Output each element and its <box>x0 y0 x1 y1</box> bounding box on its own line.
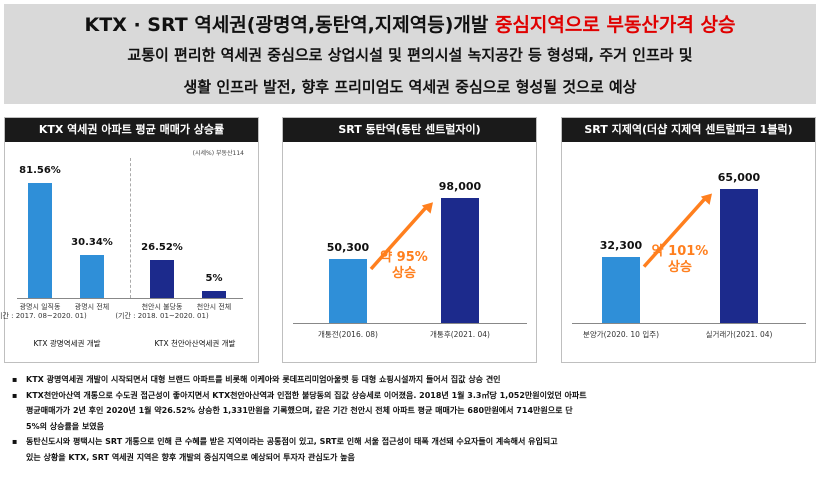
x-axis <box>293 323 527 324</box>
chart-title: KTX 역세권 아파트 평균 매매가 상승률 <box>5 118 258 142</box>
chart-title: SRT 지제역(더샵 지제역 센트럴파크 1블럭) <box>562 118 815 142</box>
bar <box>80 255 104 298</box>
increase-arrow <box>369 202 433 271</box>
bullet-marker: ▪ <box>12 437 18 446</box>
bar <box>202 290 226 298</box>
tick-label: 개통후(2021. 04) <box>430 330 490 339</box>
tick-label: 광명시 전체 <box>74 303 110 311</box>
tick-label: 분양가(2020. 10 입주) <box>582 330 660 339</box>
tick-label: 개통전(2016. 08) <box>318 330 378 339</box>
bullet-line: KTX 광명역세권 개발이 시작되면서 대형 브랜드 아파트를 비롯해 이케아와… <box>26 375 501 384</box>
chart-panel-dongtan: SRT 동탄역(동탄 센트럴자이) 50,300 개통전(2016. 08) 98,… <box>282 117 537 363</box>
bullet-marker: ▪ <box>12 390 18 400</box>
data-label: 50,300 <box>326 240 370 254</box>
subtitle-line-1: 교통이 편리한 역세권 중심으로 상업시설 및 편의시설 녹지공간 등 형성돼,… <box>127 46 693 64</box>
bar <box>720 189 758 323</box>
page-title-highlight: 중심지역으로 부동산가격 상승 <box>494 14 736 36</box>
data-label: 30.34% <box>71 237 113 249</box>
tick-label: 천안시 불당동 (기간 : 2018. 01~2020. 01) <box>115 303 209 320</box>
page-title-main: KTX · SRT 역세권(광명역,동탄역,지제역등)개발 <box>84 14 495 36</box>
tick-label: 천안시 전체 <box>196 303 232 311</box>
bullet-item: ▪ KTX 광명역세권 개발이 시작되면서 대형 브랜드 아파트를 비롯해 이케아… <box>10 372 810 388</box>
chart-panel-jije: SRT 지제역(더샵 지제역 센트럴파크 1블럭) 32,300 분양가(2020… <box>561 117 816 363</box>
bullet-line: 있는 상황을 KTX, SRT 역세권 지역은 향후 개발의 중심지역으로 예상… <box>26 452 355 462</box>
data-label: 5% <box>205 272 223 284</box>
bullet-line: 평균매매가가 2년 후인 2020년 1월 약26.52% 상승한 1,331만… <box>26 406 573 415</box>
increase-word: 상승 <box>668 260 692 276</box>
page-title: KTX · SRT 역세권(광명역,동탄역,지제역등)개발 중심지역으로 부동산… <box>4 10 816 37</box>
group-divider <box>130 158 131 298</box>
bar <box>329 258 367 323</box>
bullet-line: KTX천안아산역 개통으로 수도권 접근성이 좋아지면서 KTX천안아산역과 인… <box>26 390 587 400</box>
group-label: KTX 광명역세권 개발 <box>33 339 101 348</box>
bullet-marker: ▪ <box>12 375 18 384</box>
bullet-item: ▪ KTX천안아산역 개통으로 수도권 접근성이 좋아지면서 KTX천안아산역과 … <box>10 388 810 435</box>
increase-annotation: 약 101% 상승 <box>645 244 715 276</box>
bar <box>28 182 52 298</box>
x-axis <box>17 298 243 299</box>
chart-title: SRT 동탄역(동탄 센트럴자이) <box>283 118 536 142</box>
bar <box>441 198 479 323</box>
increase-annotation: 약 95% 상승 <box>369 250 439 282</box>
bullet-list: ▪ KTX 광명역세권 개발이 시작되면서 대형 브랜드 아파트를 비롯해 이케아… <box>10 372 810 465</box>
bullet-item: ▪ 동탄신도시와 평택시는 SRT 개통으로 인해 큰 수혜를 받은 지역이라는 … <box>10 434 810 465</box>
data-label: 26.52% <box>141 242 183 254</box>
bar <box>150 260 174 298</box>
unit-note: (시세%) 부동산114 <box>192 150 244 157</box>
data-label: 32,300 <box>599 238 643 252</box>
chart-panel-ktx: KTX 역세권 아파트 평균 매매가 상승률 (시세%) 부동산114 81.5… <box>0 117 259 363</box>
header-banner: KTX · SRT 역세권(광명역,동탄역,지제역등)개발 중심지역으로 부동산… <box>4 4 816 104</box>
x-axis <box>572 323 806 324</box>
tick-label: 실거래가(2021. 04) <box>705 330 773 339</box>
bar <box>602 256 640 323</box>
increase-percent: 약 101% <box>651 244 709 260</box>
bullet-line: 동탄신도시와 평택시는 SRT 개통으로 인해 큰 수혜를 받은 지역이라는 공… <box>26 437 558 446</box>
group-label: KTX 천안아산역세권 개발 <box>154 339 236 348</box>
data-label: 65,000 <box>717 171 761 185</box>
increase-arrow <box>642 193 712 268</box>
tick-label: 광명시 일직동 (기간 : 2017. 08~2020. 01) <box>0 303 87 320</box>
data-label: 98,000 <box>438 180 482 194</box>
increase-percent: 약 95% <box>380 249 428 265</box>
bullet-line: 5%의 상승률을 보였음 <box>26 421 105 431</box>
increase-word: 상승 <box>392 265 416 281</box>
data-label: 81.56% <box>19 164 61 176</box>
subtitle-line-2: 생활 인프라 발전, 향후 프리미엄도 역세권 중심으로 형성될 것으로 예상 <box>183 78 637 96</box>
